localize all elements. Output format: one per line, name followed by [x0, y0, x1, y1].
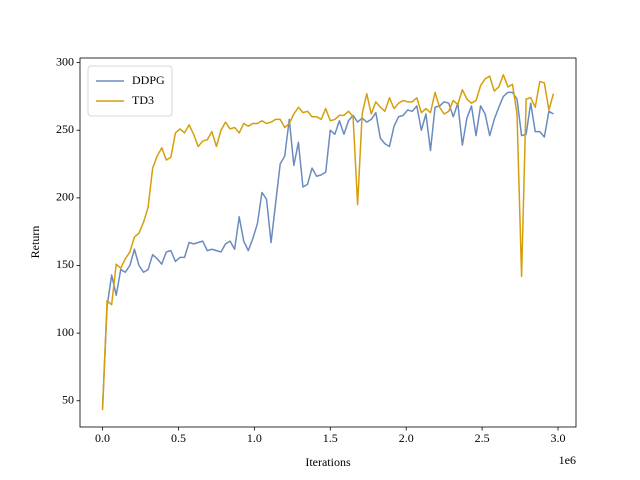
- x-tick-label: 0.0: [95, 431, 110, 445]
- y-tick-label: 250: [56, 122, 74, 136]
- x-tick-label: 1.0: [247, 431, 262, 445]
- y-tick-label: 200: [56, 190, 74, 204]
- line-series: [101, 91, 554, 408]
- x-tick-label: 1.5: [323, 431, 338, 445]
- y-tick-label: 150: [56, 257, 74, 271]
- y-tick-label: 100: [56, 325, 74, 339]
- x-tick-label: 0.5: [171, 431, 186, 445]
- line-series: [101, 74, 555, 411]
- legend-label: TD3: [132, 93, 154, 107]
- x-axis-label: Iterations: [305, 455, 351, 469]
- y-axis-label: Return: [28, 226, 42, 259]
- x-tick-label: 2.0: [399, 431, 414, 445]
- x-tick-label: 3.0: [551, 431, 566, 445]
- y-tick-label: 300: [56, 54, 74, 68]
- axes-frame: [79, 57, 577, 428]
- legend-frame: [87, 65, 173, 117]
- y-tick-label: 50: [62, 393, 74, 407]
- x-offset-label: 1e6: [559, 453, 576, 467]
- legend-label: DDPG: [132, 73, 165, 87]
- x-tick-label: 2.5: [475, 431, 490, 445]
